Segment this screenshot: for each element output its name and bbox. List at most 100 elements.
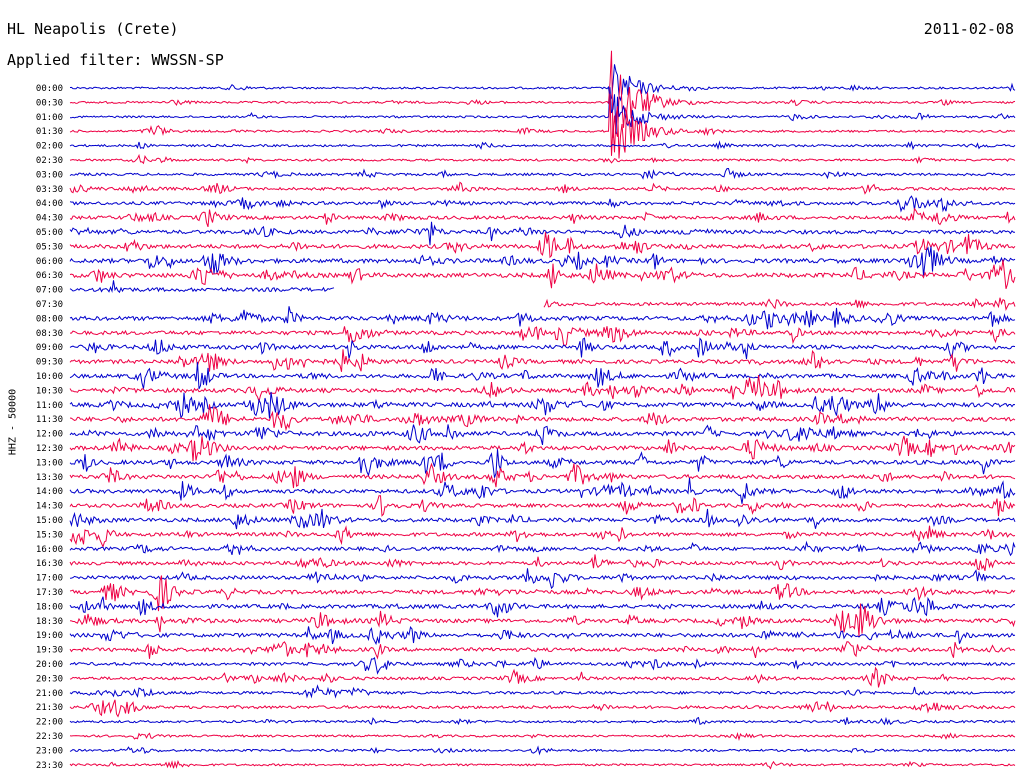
trace-row-1630 [69, 554, 1016, 571]
trace-row-2130 [69, 699, 1016, 718]
trace-row-1730 [69, 575, 1016, 612]
trace-row-0830 [70, 325, 1016, 347]
trace-row-1230 [69, 435, 1016, 462]
time-tick-label: 06:30 [36, 271, 63, 281]
time-tick-label: 08:30 [36, 329, 63, 339]
trace-row-0500 [69, 221, 1015, 246]
trace-row-1330 [69, 462, 1016, 489]
time-tick-label: 22:00 [36, 718, 63, 728]
time-tick-label: 06:00 [36, 257, 63, 267]
time-tick-label: 22:30 [36, 732, 63, 742]
time-tick-label: 17:30 [36, 588, 63, 598]
date-label: 2011-02-08 [923, 20, 1014, 38]
time-tick-label: 05:00 [36, 228, 63, 238]
time-tick-label: 15:00 [36, 516, 63, 526]
trace-row-0330 [69, 181, 1015, 195]
time-tick-label: 10:30 [36, 386, 63, 396]
time-tick-label: 23:30 [36, 761, 63, 771]
trace-row-2100 [69, 684, 1016, 699]
trace-row-2000 [69, 656, 1016, 675]
filter-label: Applied filter: WWSSN-SP [7, 51, 224, 69]
trace-row-1700 [69, 568, 1016, 590]
time-tick-label: 20:30 [36, 674, 63, 684]
trace-row-1200 [69, 424, 1016, 446]
trace-row-2300 [69, 745, 1016, 756]
trace-row-0130 [69, 93, 1016, 159]
time-tick-label: 13:00 [36, 458, 63, 468]
trace-row-0100 [70, 87, 1016, 134]
time-tick-label: 18:00 [36, 602, 63, 612]
trace-row-2230 [69, 731, 1016, 742]
time-tick-label: 21:30 [36, 703, 63, 713]
time-tick-label: 10:00 [36, 372, 63, 382]
trace-row-1930 [69, 641, 1016, 660]
trace-row-0000 [69, 64, 1016, 102]
trace-row-0530 [69, 232, 1016, 259]
time-tick-label: 09:00 [36, 343, 63, 353]
trace-row-1300 [69, 449, 1016, 478]
time-tick-label: 03:00 [36, 170, 63, 180]
trace-row-1900 [69, 625, 1016, 646]
time-tick-label: 14:00 [36, 487, 63, 497]
trace-row-0400 [69, 195, 1016, 213]
time-tick-label: 18:30 [36, 617, 63, 627]
trace-row-0030 [69, 50, 1016, 138]
trace-row-0800 [69, 306, 1016, 330]
time-tick-label: 21:00 [36, 689, 63, 699]
time-tick-label: 15:30 [36, 530, 63, 540]
trace-row-0230 [69, 153, 1016, 165]
time-tick-label: 14:30 [36, 502, 63, 512]
trace-row-1400 [69, 477, 1016, 504]
trace-row-2030 [69, 666, 1016, 688]
trace-row-0200 [69, 140, 1016, 151]
time-tick-label: 12:30 [36, 444, 63, 454]
trace-row-0730 [543, 297, 1016, 311]
trace-row-1600 [69, 540, 1016, 557]
trace-row-1100 [69, 391, 1016, 420]
trace-row-0630 [69, 259, 1016, 289]
trace-row-0930 [69, 349, 1016, 372]
time-tick-label: 00:00 [36, 84, 63, 94]
trace-row-1530 [69, 525, 1016, 549]
trace-row-1000 [69, 362, 1016, 390]
time-tick-label: 12:00 [36, 430, 63, 440]
time-tick-label: 04:00 [36, 199, 63, 209]
time-tick-label: 01:30 [36, 127, 63, 137]
time-tick-label: 20:00 [36, 660, 63, 670]
time-tick-label: 02:30 [36, 156, 63, 166]
time-tick-label: 13:30 [36, 473, 63, 483]
time-tick-label: 23:00 [36, 746, 63, 756]
time-tick-label: 03:30 [36, 185, 63, 195]
time-tick-label: 07:30 [36, 300, 63, 310]
time-tick-label: 08:00 [36, 314, 63, 324]
time-tick-label: 17:00 [36, 574, 63, 584]
time-tick-label: 11:30 [36, 415, 63, 425]
time-tick-label: 02:00 [36, 142, 63, 152]
time-tick-label: 16:30 [36, 559, 63, 569]
trace-row-2330 [69, 759, 1016, 770]
trace-row-1130 [69, 404, 1016, 432]
trace-row-1030 [69, 375, 1016, 404]
time-tick-label: 04:30 [36, 214, 63, 224]
trace-row-1500 [69, 508, 1016, 530]
time-tick-label: 07:00 [36, 286, 63, 296]
trace-row-0300 [69, 167, 1016, 180]
trace-row-2200 [69, 716, 1016, 726]
trace-row-1800 [69, 596, 1015, 618]
trace-row-0900 [69, 337, 1016, 360]
trace-row-0430 [69, 207, 1016, 228]
time-tick-label: 01:00 [36, 113, 63, 123]
station-title: HL Neapolis (Crete) [7, 20, 179, 38]
time-tick-label: 00:30 [36, 98, 63, 108]
time-tick-label: 16:00 [36, 545, 63, 555]
time-tick-label: 19:00 [36, 631, 63, 641]
trace-row-1430 [69, 495, 1016, 517]
trace-row-0600 [69, 246, 1016, 276]
trace-row-0700 [69, 280, 335, 294]
time-tick-label: 05:30 [36, 242, 63, 252]
time-tick-label: 11:00 [36, 401, 63, 411]
trace-row-1830 [69, 603, 1016, 637]
time-tick-label: 19:30 [36, 646, 63, 656]
time-tick-label: 09:30 [36, 358, 63, 368]
